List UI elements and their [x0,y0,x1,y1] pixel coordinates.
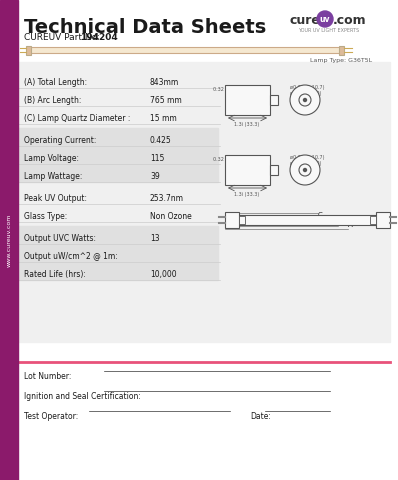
Bar [225,155,270,185]
Bar [18,106,218,124]
Text: (A) Total Length:: (A) Total Length: [24,78,87,87]
Text: 13: 13 [150,234,160,243]
Text: Lamp Type: G36T5L: Lamp Type: G36T5L [310,58,372,63]
Text: Output UVC Watts:: Output UVC Watts: [24,234,96,243]
Bar [18,62,390,342]
Bar [18,146,218,164]
Text: Lamp Wattage:: Lamp Wattage: [24,172,82,181]
Text: ø0.74  (ø10.7): ø0.74 (ø10.7) [290,156,324,160]
Text: 39: 39 [150,172,160,181]
Text: 0.32 (8.0): 0.32 (8.0) [213,86,237,92]
Bar [239,216,245,224]
Text: Technical Data Sheets: Technical Data Sheets [24,18,266,37]
Circle shape [304,168,306,171]
Text: Lamp Voltage:: Lamp Voltage: [24,154,79,163]
Bar [270,95,278,105]
Circle shape [304,98,306,101]
Bar [18,226,218,244]
Text: cure: cure [290,14,321,27]
Circle shape [317,11,333,27]
Text: C: C [318,212,322,218]
Text: ø0.30  (ø8.0): ø0.30 (ø8.0) [290,92,321,96]
Text: .com: .com [333,14,367,27]
Text: 10,000: 10,000 [150,270,177,279]
Bar [376,212,390,228]
Circle shape [299,164,311,176]
Bar [18,262,218,280]
Text: uv: uv [320,14,330,24]
Text: CUREUV Part No:: CUREUV Part No: [24,33,100,42]
Bar [26,46,31,55]
Bar [18,164,218,182]
Text: YOUR UV LIGHT EXPERTS: YOUR UV LIGHT EXPERTS [298,28,359,33]
Bar [18,70,218,88]
Text: Ignition and Seal Certification:: Ignition and Seal Certification: [24,392,141,401]
Bar [0,0,18,480]
Text: www.cureuv.com: www.cureuv.com [6,213,12,267]
Text: Output uW/cm^2 @ 1m:: Output uW/cm^2 @ 1m: [24,252,118,261]
Text: 1.3i (33.3): 1.3i (33.3) [234,192,259,197]
Bar [270,165,278,175]
Text: 15 mm: 15 mm [150,114,177,123]
Text: B: B [338,219,342,225]
Circle shape [290,85,320,115]
Text: ø0.30  (ø8.0): ø0.30 (ø8.0) [290,161,321,167]
Bar [30,47,340,53]
Bar [225,212,239,228]
Text: 0.32 (8.0): 0.32 (8.0) [213,156,237,161]
Text: Rated Life (hrs):: Rated Life (hrs): [24,270,86,279]
Bar [18,88,218,106]
Text: 765 mm: 765 mm [150,96,182,105]
Text: Non Ozone: Non Ozone [150,212,192,221]
Text: Glass Type:: Glass Type: [24,212,67,221]
Bar [370,216,376,224]
Circle shape [299,94,311,106]
Text: (B) Arc Length:: (B) Arc Length: [24,96,81,105]
Text: (C) Lamp Quartz Diameter :: (C) Lamp Quartz Diameter : [24,114,131,123]
Bar [18,204,218,222]
Text: Operating Current:: Operating Current: [24,136,96,145]
Text: Lot Number:: Lot Number: [24,372,71,381]
Bar [18,186,218,204]
Text: 253.7nm: 253.7nm [150,194,184,203]
Bar [339,46,344,55]
Text: 843mm: 843mm [150,78,179,87]
Text: 1.3i (33.3): 1.3i (33.3) [234,122,259,127]
Text: Test Operator:: Test Operator: [24,412,78,421]
Text: 115: 115 [150,154,164,163]
Bar [225,85,270,115]
Text: A: A [347,222,352,228]
Bar [18,244,218,262]
Text: ø0.74  (ø10.7): ø0.74 (ø10.7) [290,85,324,91]
Text: 0.425: 0.425 [150,136,172,145]
Text: 194204: 194204 [80,33,118,42]
Bar [18,128,218,146]
Bar [237,215,378,225]
Circle shape [290,155,320,185]
Text: Peak UV Output:: Peak UV Output: [24,194,87,203]
Text: Date:: Date: [250,412,271,421]
